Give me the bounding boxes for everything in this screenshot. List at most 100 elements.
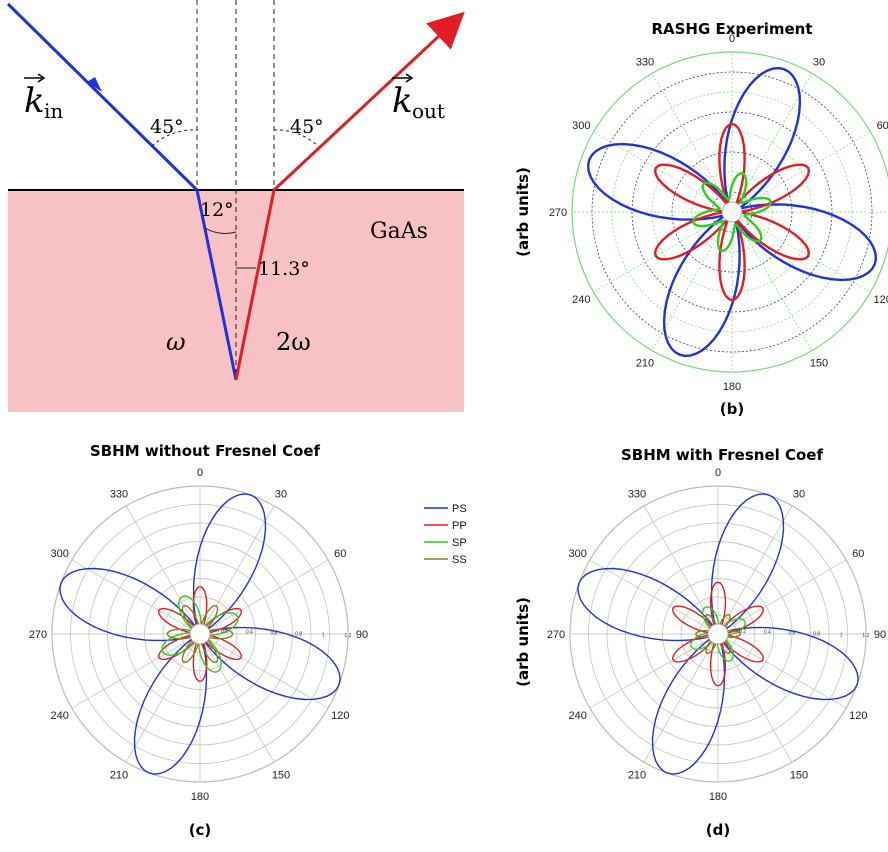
refracted-omega-beam [195,189,238,381]
angle-tick-label: 150 [272,769,290,781]
radial-tick-label: 0.2 [739,629,746,635]
angle-tick-label: 210 [110,769,128,781]
grid-spoke [199,559,329,635]
angle-tick-label: 150 [790,769,808,781]
chart-d-title: SBHM with Fresnel Coef [621,446,823,464]
radial-tick-label: 0.8 [813,631,820,637]
angle-tick-label: 210 [636,358,654,370]
svg-text:in: in [44,99,63,123]
refract-out-label: 11.3° [258,258,310,280]
radial-tick-label: 0.8 [295,631,302,637]
angle-tick-label: 240 [569,710,587,722]
grid-spoke [717,559,847,635]
angle-tick-label: 120 [331,710,349,722]
angle-tick-label: 330 [110,489,128,501]
legend-label-pp: PP [452,520,467,532]
angle-tick-label: 120 [874,294,888,306]
angle-tick-label: 300 [572,120,590,132]
angle-tick-label: 90 [356,629,368,641]
grid-spoke [593,211,733,293]
angle-tick-label: 240 [572,294,590,306]
angle-tick-label: 60 [877,120,888,132]
grid-ring-8 [571,51,888,373]
angle-tick-label: 300 [569,548,587,560]
grid-spoke [199,505,275,635]
radial-tick-label: 1.2 [344,633,351,639]
grid-spoke [589,559,719,635]
angle-tick-label: 180 [191,791,209,803]
grid-spoke [71,633,201,709]
angle-tick-label: 30 [813,56,825,68]
legend-label-sp: SP [452,537,467,549]
angle-arc-in [151,129,198,147]
radial-tick-label: 1 [840,632,843,638]
legend-label-ss: SS [452,554,467,566]
svg-text:k: k [392,81,413,121]
angle-tick-label: 150 [810,358,828,370]
refract-in-label: 12° [200,199,234,221]
grid-spoke [717,633,793,763]
angle-tick-label: 60 [852,548,864,560]
series-line-ps [586,66,878,358]
grid-spoke [651,73,733,213]
polar-chart-b: RASHG Experiment (arb units) (b) 0306090… [514,20,888,418]
svg-text:k: k [24,81,45,121]
svg-text:out: out [412,99,445,123]
radial-tick-label: 0.4 [246,630,253,636]
incident-arrowhead [87,77,102,92]
chart-d-ylabel: (arb units) [514,597,532,687]
outgoing-beam [272,11,465,192]
radial-tick-label: 0.6 [270,631,277,637]
k-in-label: k in [24,73,63,123]
angle-tick-label: 0 [197,467,203,479]
radial-tick-label: 1.2 [862,633,869,639]
angle-tick-label: 30 [275,489,287,501]
panel-label-b: (b) [720,400,744,418]
radial-tick-label: 0.6 [788,631,795,637]
angle-tick-label: 90 [874,629,886,641]
grid-spoke [125,633,201,763]
chart-b-title: RASHG Experiment [651,20,812,38]
material-label: GaAs [370,219,428,244]
grid-spoke [589,633,719,709]
incident-beam [6,2,199,192]
angle-arc-out [273,129,319,147]
panel-label-c: (c) [189,821,212,839]
grid-spoke [717,505,793,635]
angle-out-label: 45° [290,116,324,138]
angle-tick-label: 240 [51,710,69,722]
polar-chart-c: SBHM without Fresnel Coef (c) 0 30 60 90 120… [29,442,368,839]
angle-tick-label: 30 [793,489,805,501]
chart-b-ylabel: (arb units) [514,167,532,257]
series-line-sp [692,172,772,252]
chart-c-title: SBHM without Fresnel Coef [90,442,321,460]
grid-spoke [71,559,201,635]
angle-arc-refract-in [204,227,237,234]
grid-spoke [199,633,329,709]
grid-spoke [125,505,201,635]
grid-spoke [199,633,275,763]
angle-tick-label: 0 [715,467,721,479]
grid-spoke [731,211,813,351]
two-omega-label: 2ω [276,328,311,356]
angle-tick-label: 60 [334,548,346,560]
radial-tick-label: 1 [322,632,325,638]
grid-spoke [731,131,871,213]
k-out-label: k out [392,73,445,123]
polar-center [721,201,743,223]
angle-tick-label: 180 [709,791,727,803]
angle-tick-label: 300 [51,548,69,560]
grid-spoke [643,633,719,763]
grid-spoke [643,505,719,635]
radial-tick-label: 0.2 [221,629,228,635]
angle-tick-label: 270 [29,629,47,641]
series-line-pp [653,122,811,302]
angle-tick-label: 180 [723,381,741,393]
radial-tick-label: 0.4 [764,630,771,636]
series-line-pp [157,585,243,683]
angle-tick-label: 210 [628,769,646,781]
panel-label-d: (d) [706,821,730,839]
angle-tick-label: 330 [636,56,654,68]
legend-label-ps: PS [452,503,467,515]
angle-tick-label: 270 [549,207,567,219]
